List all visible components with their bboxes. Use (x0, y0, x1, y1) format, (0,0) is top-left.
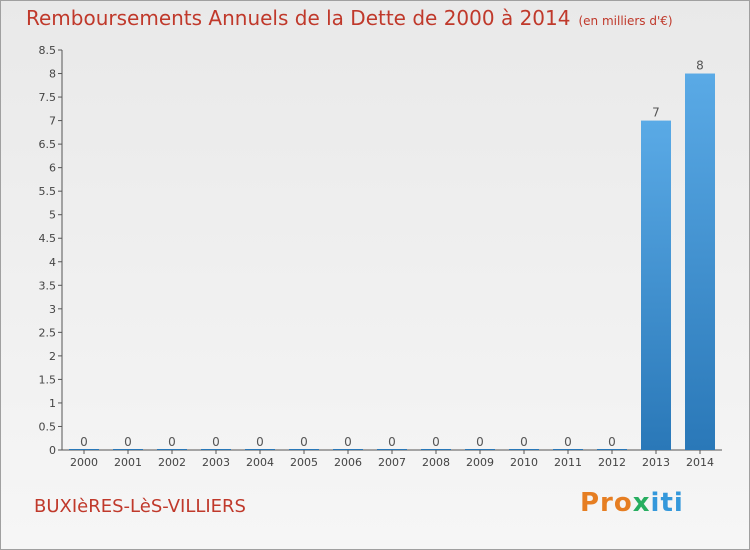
data-label: 0 (432, 435, 440, 449)
y-tick-label: 1 (49, 397, 56, 410)
data-label: 0 (256, 435, 264, 449)
y-tick-label: 4 (49, 256, 56, 269)
x-tick-label: 2009 (466, 456, 494, 469)
bar (597, 449, 627, 450)
bar (157, 449, 187, 450)
x-tick-label: 2001 (114, 456, 142, 469)
bar (685, 73, 715, 450)
x-tick-label: 2003 (202, 456, 230, 469)
y-tick-label: 7 (49, 115, 56, 128)
x-tick-label: 2010 (510, 456, 538, 469)
y-tick-label: 0.5 (39, 420, 57, 433)
x-tick-label: 2000 (70, 456, 98, 469)
data-label: 0 (168, 435, 176, 449)
x-tick-label: 2008 (422, 456, 450, 469)
data-label: 0 (212, 435, 220, 449)
y-tick-label: 0 (49, 444, 56, 457)
bar (201, 449, 231, 450)
commune-name: BUXIèRES-LèS-VILLIERS (34, 496, 246, 517)
bar (465, 449, 495, 450)
data-label: 0 (124, 435, 132, 449)
y-tick-label: 4.5 (39, 232, 57, 245)
x-tick-label: 2011 (554, 456, 582, 469)
bar (289, 449, 319, 450)
y-tick-label: 5.5 (39, 185, 57, 198)
data-label: 0 (388, 435, 396, 449)
x-tick-label: 2002 (158, 456, 186, 469)
data-label: 0 (80, 435, 88, 449)
bar (509, 449, 539, 450)
x-tick-label: 2013 (642, 456, 670, 469)
data-label: 0 (344, 435, 352, 449)
proxiti-logo[interactable]: Proxiti (580, 488, 684, 518)
bar (377, 449, 407, 450)
x-tick-label: 2012 (598, 456, 626, 469)
logo-part-2: x (632, 488, 651, 518)
data-label: 8 (696, 59, 704, 73)
y-tick-label: 6 (49, 162, 56, 175)
y-tick-label: 2 (49, 350, 56, 363)
y-tick-label: 2.5 (39, 326, 57, 339)
x-tick-label: 2007 (378, 456, 406, 469)
bar (421, 449, 451, 450)
chart-title-text: Remboursements Annuels de la Dette de 20… (26, 6, 571, 30)
chart-title: Remboursements Annuels de la Dette de 20… (26, 6, 673, 30)
y-tick-label: 7.5 (39, 91, 57, 104)
bar (333, 449, 363, 450)
bar (69, 449, 99, 450)
x-tick-label: 2005 (290, 456, 318, 469)
y-tick-label: 3 (49, 303, 56, 316)
y-tick-label: 8.5 (39, 44, 57, 57)
data-label: 0 (300, 435, 308, 449)
y-tick-label: 8 (49, 68, 56, 81)
chart-axes: 0 0.5 1 1.5 2 2.5 3 3.5 4 4.5 5 5.5 6 6.5 7 7.5 8 8.5 2000… (39, 44, 722, 469)
data-label: 0 (476, 435, 484, 449)
data-label: 7 (652, 106, 660, 120)
y-tick-label: 5 (49, 209, 56, 222)
chart-bars: 0 0 0 0 0 0 0 0 0 0 0 0 0 7 8 (69, 59, 715, 451)
bar (245, 449, 275, 450)
data-label: 0 (608, 435, 616, 449)
x-tick-label: 2004 (246, 456, 274, 469)
y-tick-label: 3.5 (39, 279, 57, 292)
bar (113, 449, 143, 450)
chart-unit: (en milliers d'€) (578, 14, 673, 28)
y-tick-label: 1.5 (39, 373, 57, 386)
bar (553, 449, 583, 450)
bar (641, 120, 671, 451)
x-tick-label: 2014 (686, 456, 714, 469)
data-label: 0 (520, 435, 528, 449)
x-tick-label: 2006 (334, 456, 362, 469)
logo-part-3: iti (650, 488, 684, 518)
y-tick-label: 6.5 (39, 138, 57, 151)
data-label: 0 (564, 435, 572, 449)
logo-part-1: Pro (580, 488, 633, 518)
